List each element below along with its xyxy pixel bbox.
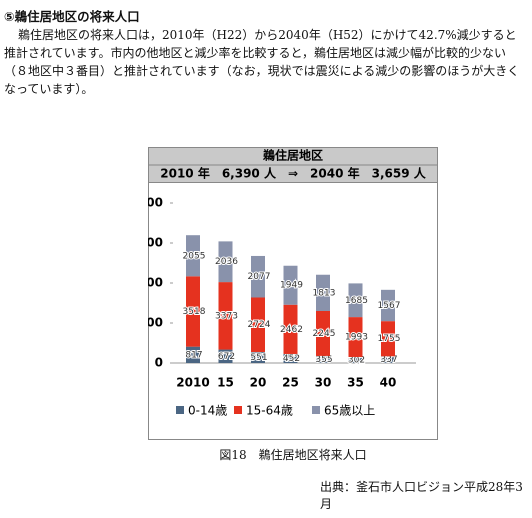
value-label: 3518: [183, 307, 206, 317]
bar-segment: [381, 356, 395, 363]
paragraph: 鵜住居地区の将来人口は，2010年（H22）から2040年（H52）にかけて42…: [4, 28, 520, 96]
bar-segment: [218, 282, 233, 350]
bar-segment: [251, 351, 265, 363]
value-label: 2245: [313, 329, 336, 339]
bar-segment: [251, 255, 265, 298]
x-tick-label: 30: [315, 376, 332, 390]
heading: ⑤鵜住居地区の将来人口: [4, 9, 140, 24]
legend-label: 65歳以上: [324, 404, 375, 418]
value-label: 2724: [248, 320, 271, 330]
bar-segment: [186, 276, 200, 347]
legend-label: 15-64歳: [246, 404, 293, 418]
bar-segment: [218, 241, 233, 283]
legend-swatch: [312, 406, 320, 414]
value-label: 1685: [345, 296, 368, 306]
bar-segment: [381, 321, 395, 357]
value-label: 1567: [378, 301, 401, 311]
value-label: 2077: [248, 272, 271, 282]
x-tick-label: 35: [347, 376, 364, 390]
y-tick-label: 8,000: [148, 196, 163, 210]
value-label: 302: [348, 355, 365, 365]
x-tick-label: 25: [282, 376, 299, 390]
bar-segment: [186, 235, 200, 277]
bar-segment: [283, 353, 298, 363]
bar-segment: [186, 346, 200, 363]
chart: 鵜住居地区 2010 年 6,390 人 ⇒ 2040 年 3,659 人 02…: [148, 147, 438, 440]
value-label: 551: [250, 353, 267, 363]
bar-segment: [316, 311, 330, 356]
value-label: 452: [283, 354, 300, 364]
chart-subtitle: 2010 年 6,390 人 ⇒ 2040 年 3,659 人: [160, 166, 426, 181]
x-tick-label: 2010: [176, 376, 209, 390]
value-label: 1813: [313, 288, 336, 298]
y-tick-label: 6,000: [148, 236, 163, 250]
x-tick-label: 15: [217, 376, 234, 390]
value-label: 817: [185, 350, 202, 360]
bar-segment: [348, 356, 363, 363]
chart-title: 鵜住居地区: [262, 148, 323, 163]
bar-segment: [381, 289, 395, 322]
bar-segment: [316, 274, 330, 311]
value-label: 1949: [280, 281, 303, 291]
bar-segment: [283, 265, 298, 305]
value-label: 3373: [215, 311, 238, 321]
bar-segment: [348, 283, 363, 318]
bar-segment: [316, 355, 330, 363]
y-tick-label: 4,000: [148, 276, 163, 290]
value-label: 355: [315, 355, 332, 365]
source: 出典：釜石市人口ビジョン平成28年3月: [320, 480, 523, 511]
legend-label: 0-14歳: [188, 404, 227, 418]
bar-segment: [348, 317, 363, 357]
value-label: 2036: [215, 257, 238, 267]
bar-segment: [251, 297, 265, 352]
x-tick-label: 20: [250, 376, 267, 390]
value-label: 2462: [280, 325, 303, 335]
value-label: 2055: [183, 251, 206, 261]
legend-swatch: [176, 406, 184, 414]
value-label: 337: [380, 355, 397, 365]
value-label: 1755: [378, 334, 401, 344]
value-label: 1993: [345, 333, 368, 343]
caption: 図18 鵜住居地区将来人口: [219, 448, 367, 462]
y-tick-label: 2,000: [148, 316, 163, 330]
x-tick-label: 40: [380, 376, 397, 390]
bar-segment: [218, 349, 233, 363]
legend-swatch: [234, 406, 242, 414]
value-label: 672: [218, 352, 235, 362]
bar-segment: [283, 304, 298, 354]
y-tick-label: 0: [155, 356, 163, 370]
